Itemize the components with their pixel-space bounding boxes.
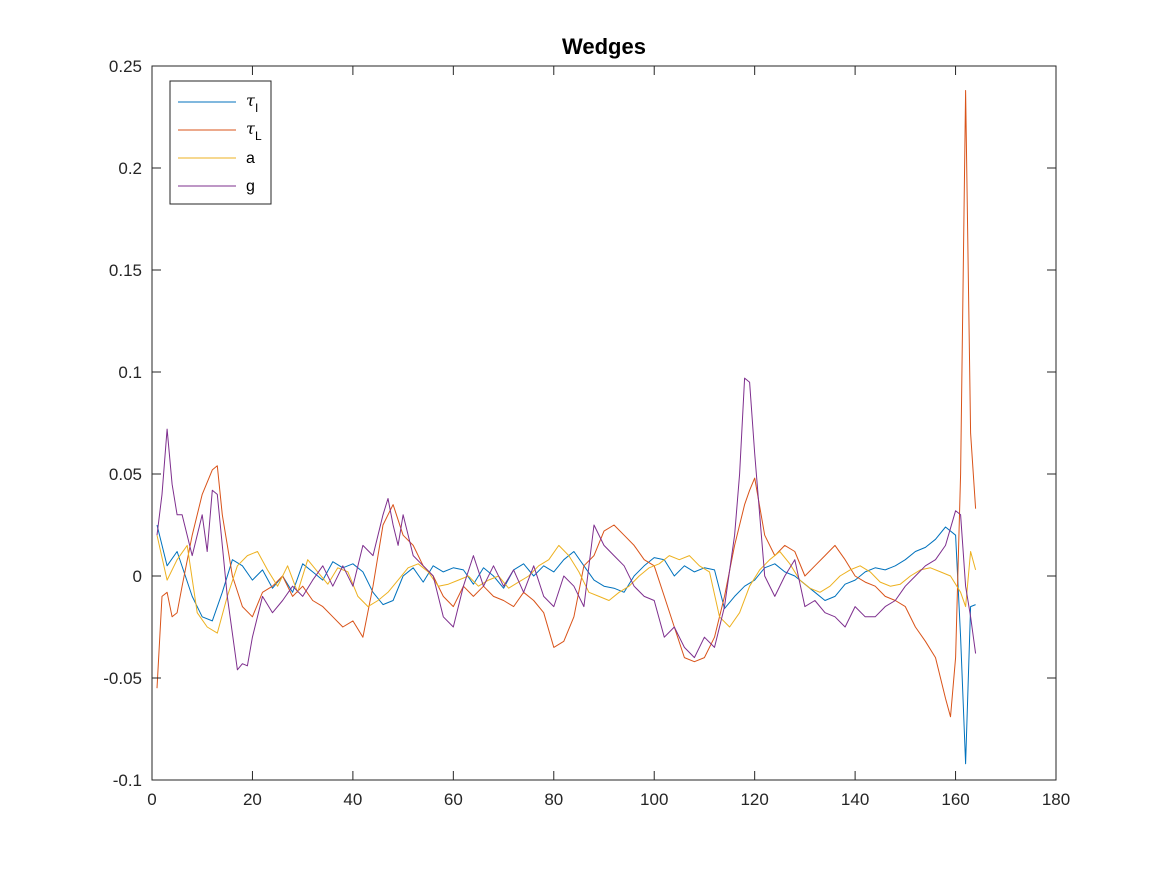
plot-area <box>152 66 1056 780</box>
x-tick-label: 100 <box>640 790 668 809</box>
y-tick-label: 0.1 <box>118 363 142 382</box>
legend-label-0: τ <box>246 91 256 110</box>
x-tick-label: 120 <box>740 790 768 809</box>
x-tick-label: 80 <box>544 790 563 809</box>
x-axis: 0 20 40 60 80 100 120 140 160 180 <box>147 66 1070 809</box>
legend-label-sub-0: I <box>255 101 258 115</box>
series-line-2 <box>156 535 977 634</box>
y-tick-label: 0.05 <box>109 465 142 484</box>
x-tick-label: 60 <box>444 790 463 809</box>
series-layer <box>156 90 977 765</box>
y-tick-label: -0.05 <box>103 669 142 688</box>
y-tick-label: -0.1 <box>113 771 142 790</box>
x-tick-label: 20 <box>243 790 262 809</box>
series-line-0 <box>156 524 976 765</box>
legend-label-1: τ <box>246 119 256 138</box>
y-tick-label: 0 <box>133 567 142 586</box>
x-tick-label: 0 <box>147 790 156 809</box>
x-tick-label: 160 <box>941 790 969 809</box>
legend: τ Iτ Lag <box>169 80 272 205</box>
y-axis: -0.1 -0.05 0 0.05 0.1 0.15 0.2 0.25 <box>103 57 1056 790</box>
legend-label-3: g <box>246 178 255 195</box>
series-line-1 <box>156 90 977 718</box>
chart-title: Wedges <box>562 34 646 59</box>
x-tick-label: 180 <box>1042 790 1070 809</box>
y-tick-label: 0.2 <box>118 159 142 178</box>
legend-label-sub-1: L <box>255 129 262 143</box>
series-line-3 <box>156 377 977 671</box>
legend-label-2: a <box>246 150 255 167</box>
plot-frame <box>151 65 1057 781</box>
y-tick-label: 0.25 <box>109 57 142 76</box>
y-tick-label: 0.15 <box>109 261 142 280</box>
x-tick-label: 140 <box>841 790 869 809</box>
x-tick-label: 40 <box>343 790 362 809</box>
